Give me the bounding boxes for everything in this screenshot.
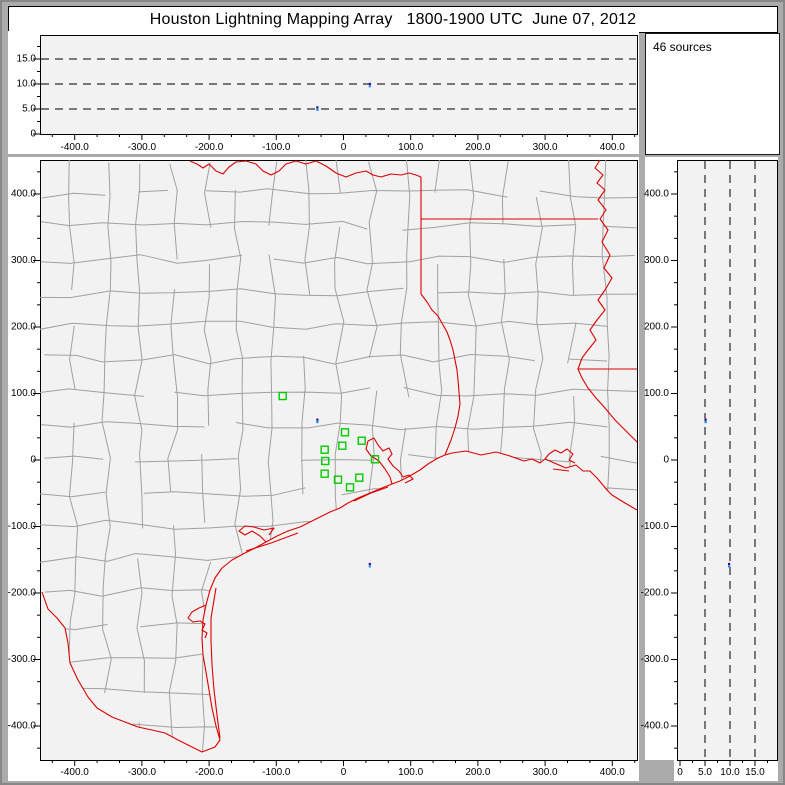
state-borders bbox=[189, 159, 638, 456]
axis-ticks-and-labels: -400.0 -400.0 -300.0 -300.0 -200.0 -200.0 -100… bbox=[8, 46, 768, 778]
svg-text:300.0: 300.0 bbox=[644, 255, 669, 266]
svg-text:-300.0: -300.0 bbox=[128, 142, 157, 153]
svg-text:15.0: 15.0 bbox=[745, 767, 765, 778]
svg-text:0: 0 bbox=[677, 767, 683, 778]
svg-text:5.0: 5.0 bbox=[22, 104, 36, 115]
ns-altitude-label-strip bbox=[674, 760, 778, 781]
svg-text:400.0: 400.0 bbox=[11, 189, 36, 200]
svg-text:0: 0 bbox=[30, 129, 36, 140]
svg-text:-100.0: -100.0 bbox=[262, 767, 291, 778]
lma-station-markers bbox=[278, 391, 380, 492]
svg-text:200.0: 200.0 bbox=[644, 322, 669, 333]
title-bar: Houston Lightning Mapping Array 1800-190… bbox=[8, 6, 778, 33]
svg-text:-200.0: -200.0 bbox=[195, 142, 224, 153]
svg-text:-300.0: -300.0 bbox=[8, 654, 37, 665]
water-features bbox=[187, 437, 576, 739]
svg-text:-100.0: -100.0 bbox=[262, 142, 291, 153]
svg-text:-300.0: -300.0 bbox=[128, 767, 157, 778]
svg-text:5.0: 5.0 bbox=[698, 767, 712, 778]
ew-altitude-panel[interactable] bbox=[40, 35, 638, 135]
svg-text:-100.0: -100.0 bbox=[641, 521, 670, 532]
page-title: Houston Lightning Mapping Array 1800-190… bbox=[149, 10, 637, 28]
svg-text:100.0: 100.0 bbox=[398, 767, 423, 778]
svg-text:100.0: 100.0 bbox=[644, 388, 669, 399]
svg-text:300.0: 300.0 bbox=[11, 255, 36, 266]
svg-text:200.0: 200.0 bbox=[465, 767, 490, 778]
svg-text:-300.0: -300.0 bbox=[641, 654, 670, 665]
svg-text:200.0: 200.0 bbox=[465, 142, 490, 153]
svg-text:0: 0 bbox=[341, 767, 347, 778]
coastline bbox=[41, 450, 638, 753]
svg-text:-200.0: -200.0 bbox=[195, 767, 224, 778]
svg-text:200.0: 200.0 bbox=[11, 322, 36, 333]
svg-text:-200.0: -200.0 bbox=[641, 588, 670, 599]
svg-text:-400.0: -400.0 bbox=[641, 721, 670, 732]
svg-text:-400.0: -400.0 bbox=[61, 142, 90, 153]
svg-text:10.0: 10.0 bbox=[720, 767, 740, 778]
sources-count-box: 46 sources bbox=[645, 33, 780, 155]
svg-text:10.0: 10.0 bbox=[17, 79, 37, 90]
sources-count-label: 46 sources bbox=[653, 40, 712, 54]
svg-text:-100.0: -100.0 bbox=[8, 521, 37, 532]
svg-text:-400.0: -400.0 bbox=[8, 721, 37, 732]
svg-text:0: 0 bbox=[341, 142, 347, 153]
svg-text:-400.0: -400.0 bbox=[61, 767, 90, 778]
svg-text:300.0: 300.0 bbox=[533, 142, 558, 153]
svg-text:400.0: 400.0 bbox=[600, 142, 625, 153]
svg-text:-200.0: -200.0 bbox=[8, 588, 37, 599]
ns-altitude-panel[interactable] bbox=[677, 160, 778, 761]
svg-text:15.0: 15.0 bbox=[17, 54, 37, 65]
ns-altitude-gridlines bbox=[704, 161, 756, 759]
county-borders bbox=[40, 160, 637, 752]
svg-text:100.0: 100.0 bbox=[398, 142, 423, 153]
svg-text:300.0: 300.0 bbox=[533, 767, 558, 778]
svg-text:400.0: 400.0 bbox=[600, 767, 625, 778]
lightning-source-points bbox=[316, 82, 731, 568]
svg-text:0: 0 bbox=[30, 455, 36, 466]
svg-text:100.0: 100.0 bbox=[11, 388, 36, 399]
svg-text:400.0: 400.0 bbox=[644, 189, 669, 200]
ew-altitude-gridlines bbox=[41, 58, 636, 110]
svg-text:0: 0 bbox=[663, 455, 669, 466]
